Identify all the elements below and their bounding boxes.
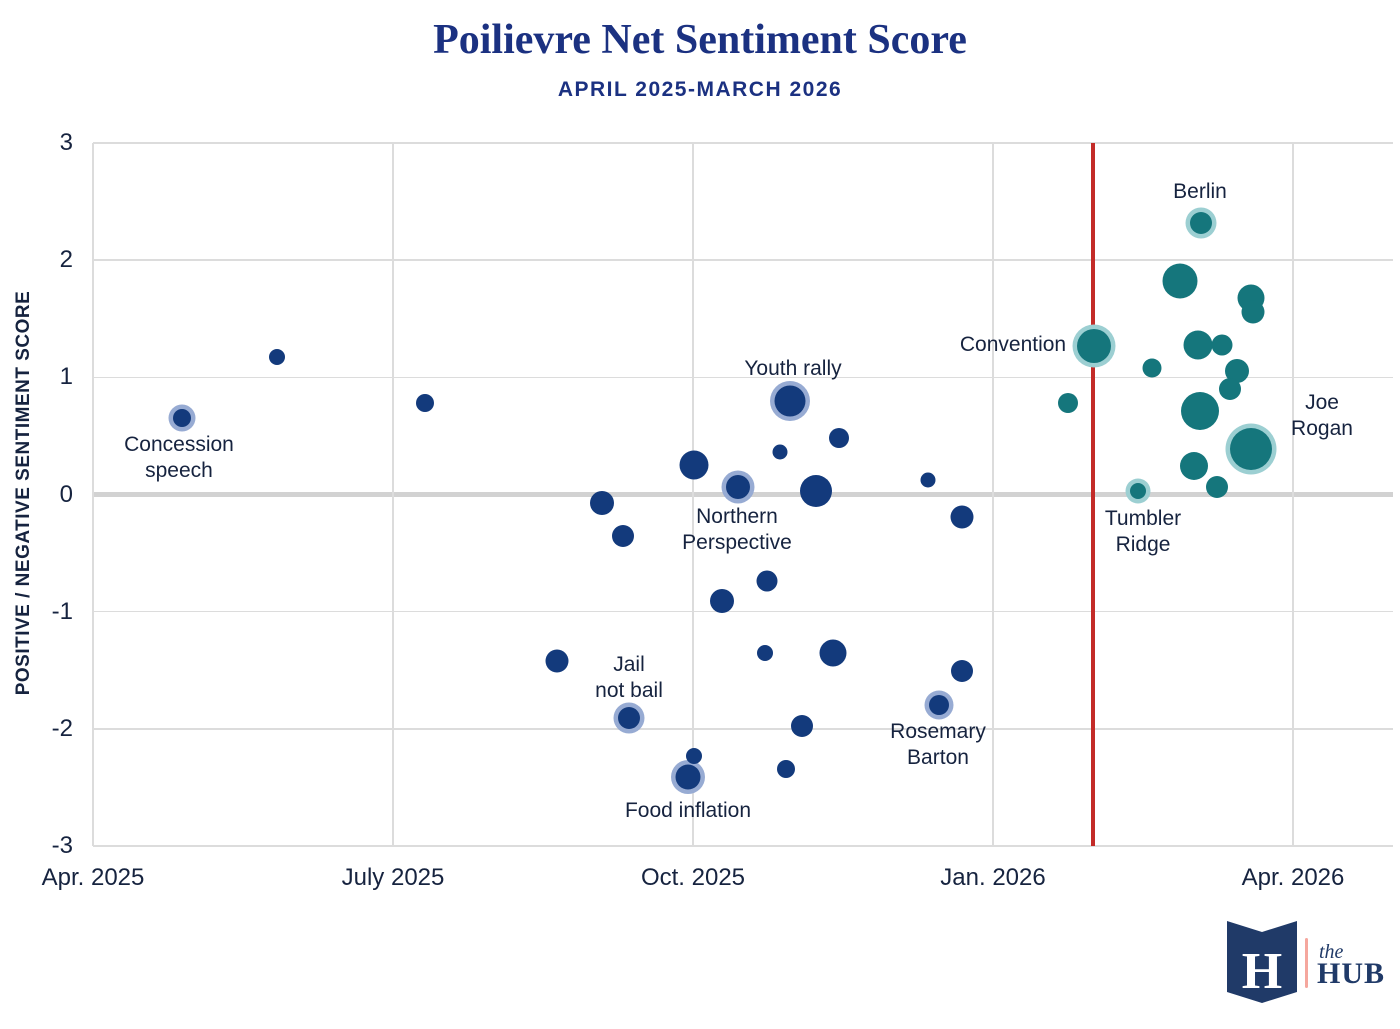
y-gridline xyxy=(93,728,1393,730)
svg-text:H: H xyxy=(1242,943,1282,1000)
data-point xyxy=(772,444,788,460)
annotation-rosemary-barton: Rosemary Barton xyxy=(890,720,986,769)
data-point xyxy=(791,715,813,738)
y-gridline xyxy=(93,845,1393,847)
logo-divider xyxy=(1305,938,1308,988)
data-point-tumbler-ridge xyxy=(1130,482,1146,499)
annotation-convention: Convention xyxy=(959,333,1067,356)
data-point-youth-rally xyxy=(774,385,806,417)
data-point-berlin xyxy=(1190,211,1212,234)
annotation-youth-rally: Youth rally xyxy=(744,357,842,380)
data-point xyxy=(951,660,973,683)
data-point xyxy=(590,490,614,515)
annotation-concession-speech: Concession speech xyxy=(124,433,234,482)
x-tick-label: July 2025 xyxy=(341,864,445,891)
data-point xyxy=(679,450,709,480)
y-tick-label: -1 xyxy=(51,597,73,625)
data-point xyxy=(1183,330,1213,360)
data-point xyxy=(1142,358,1162,378)
annotation-tumbler-ridge: Tumbler Ridge xyxy=(1104,507,1182,556)
x-gridline xyxy=(392,143,394,846)
chart-title: Poilievre Net Sentiment Score xyxy=(433,17,967,63)
data-point-joe-rogan xyxy=(1230,427,1272,470)
y-tick-label: -2 xyxy=(51,714,73,742)
logo-the-text: the xyxy=(1319,941,1344,963)
data-point xyxy=(612,524,634,547)
y-gridline xyxy=(93,376,1393,379)
the-hub-logo: H the HUB xyxy=(1227,915,1387,1010)
data-point-jail-not-bail xyxy=(618,707,640,730)
data-point xyxy=(686,747,702,764)
data-point xyxy=(1181,392,1219,431)
data-point xyxy=(920,472,936,488)
y-tick-label: 0 xyxy=(59,480,73,508)
x-gridline xyxy=(992,143,994,846)
annotation-berlin: Berlin xyxy=(1173,180,1227,203)
data-point xyxy=(1211,334,1233,356)
x-gridline xyxy=(692,143,694,846)
data-point xyxy=(1058,393,1078,414)
annotation-jail-not-bail: Jail not bail xyxy=(595,653,663,702)
x-gridline xyxy=(1292,143,1294,846)
hub-book-icon: H xyxy=(1227,921,1297,1003)
logo-hub-text: HUB xyxy=(1317,957,1386,990)
data-point xyxy=(950,505,974,529)
data-point xyxy=(800,474,832,507)
data-point-rosemary-barton xyxy=(929,695,949,716)
data-point xyxy=(545,649,569,673)
data-point xyxy=(416,394,434,413)
data-point xyxy=(777,759,795,778)
data-point-convention xyxy=(1077,328,1111,363)
x-tick-label: Oct. 2025 xyxy=(640,864,746,891)
data-point-northern-perspective xyxy=(726,475,750,500)
data-point xyxy=(1162,263,1198,299)
annotation-joe-rogan: Joe Rogan xyxy=(1291,391,1353,440)
x-gridline xyxy=(92,143,94,846)
data-point-food-inflation xyxy=(675,764,701,790)
data-point xyxy=(1180,452,1208,481)
data-point xyxy=(829,428,849,449)
data-point xyxy=(757,644,773,661)
y-gridline xyxy=(93,259,1393,261)
y-gridline xyxy=(93,610,1393,613)
y-tick-label: 2 xyxy=(59,246,73,274)
y-tick-label: -3 xyxy=(51,832,73,859)
x-tick-label: Apr. 2026 xyxy=(1241,864,1345,891)
data-point xyxy=(710,589,734,614)
y-tick-label: 3 xyxy=(59,129,73,156)
data-point xyxy=(1219,378,1241,401)
data-point xyxy=(1241,300,1265,324)
data-point xyxy=(756,570,778,592)
data-point xyxy=(269,349,285,366)
event-marker-line xyxy=(1091,143,1095,846)
x-tick-label: Jan. 2026 xyxy=(940,864,1046,891)
data-point-concession-speech xyxy=(173,409,191,428)
annotation-northern-perspective: Northern Perspective xyxy=(682,505,792,554)
x-tick-label: Apr. 2025 xyxy=(41,864,145,891)
y-gridline xyxy=(93,142,1393,144)
annotation-food-inflation: Food inflation xyxy=(624,799,752,822)
y-tick-label: 1 xyxy=(59,363,73,391)
chart-subtitle: APRIL 2025-MARCH 2026 xyxy=(557,78,843,101)
data-point xyxy=(819,639,847,667)
data-point xyxy=(1206,476,1228,499)
